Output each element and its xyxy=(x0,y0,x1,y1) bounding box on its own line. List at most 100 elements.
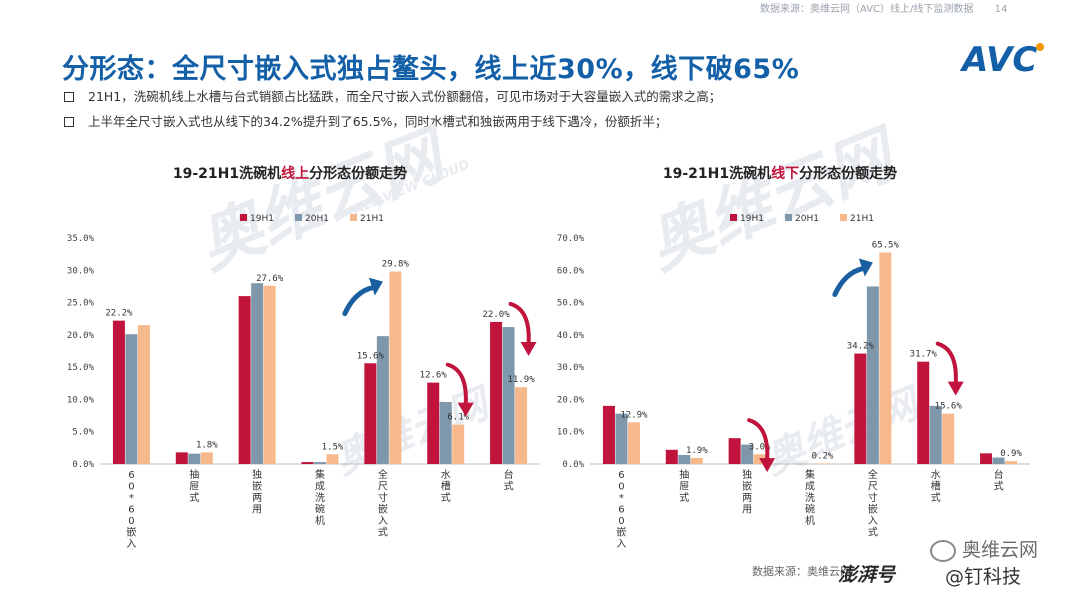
y-tick-label: 15.0% xyxy=(67,363,95,373)
legend-swatch xyxy=(840,214,847,221)
bar xyxy=(188,453,201,464)
online-share-chart: 19-21H1洗碗机线上分形态份额走势 19H1 20H1 21H1 0.0% 5.0% 1… xyxy=(67,165,540,550)
category-label-char: 洗 xyxy=(315,492,325,504)
bar xyxy=(992,457,1005,464)
chart-title: 19-21H1洗碗机线下分形态份额走势 xyxy=(663,165,897,182)
bar xyxy=(690,457,703,464)
category-label: 集成洗碗机 xyxy=(315,468,325,527)
category-label: 台式 xyxy=(994,468,1004,493)
data-label: 0.9% xyxy=(1000,449,1022,459)
bar xyxy=(427,382,440,464)
category-label-char: 抽 xyxy=(679,468,689,481)
category-label-char: 6 xyxy=(128,505,134,516)
bar xyxy=(942,413,955,464)
y-tick-label: 35.0% xyxy=(67,234,95,244)
data-label: 12.9% xyxy=(620,410,648,420)
bar xyxy=(678,454,691,464)
y-tick-label: 30.0% xyxy=(67,266,95,276)
category-label: 集成洗碗机 xyxy=(805,468,815,527)
bar xyxy=(879,252,892,464)
category-label-char: 0 xyxy=(128,482,134,493)
bar xyxy=(112,320,125,464)
data-label: 15.6% xyxy=(935,402,963,412)
category-label-char: 入 xyxy=(868,516,878,527)
category-label: 抽屉式 xyxy=(679,468,689,504)
arrow-down-head-icon xyxy=(520,341,537,356)
legend-label: 21H1 xyxy=(360,214,384,224)
y-tick-label: 50.0% xyxy=(557,299,585,309)
avc-logo: AVC xyxy=(960,40,1044,78)
category-label-char: 入 xyxy=(126,539,136,550)
category-label: 60*60嵌入式 xyxy=(616,470,626,550)
arrow-up-icon xyxy=(342,285,376,317)
bar xyxy=(917,361,930,464)
bar xyxy=(376,336,389,464)
bar xyxy=(314,462,326,464)
category-label-char: 6 xyxy=(618,470,624,481)
wechat-account: 奥维云网 xyxy=(930,535,1038,562)
category-label: 全尺寸嵌入式 xyxy=(378,468,388,539)
category-label: 60*60嵌入式 xyxy=(126,470,136,550)
arrow-down-head-icon xyxy=(947,381,964,396)
bar xyxy=(490,321,503,464)
arrow-up-icon xyxy=(832,266,866,298)
bar xyxy=(175,452,188,464)
author-credit: @钉科技 xyxy=(945,566,1022,588)
logo-dot-icon xyxy=(1036,43,1044,51)
bar xyxy=(364,363,377,464)
page-number: 14 xyxy=(994,4,1008,15)
category-label-char: 集 xyxy=(805,468,815,481)
wechat-name: 奥维云网 xyxy=(962,539,1039,561)
bar xyxy=(816,463,829,464)
bullet-square-icon xyxy=(64,91,74,102)
arrow-down-icon xyxy=(445,362,468,407)
category-label-char: 式 xyxy=(931,491,941,504)
data-label: 29.8% xyxy=(382,260,410,270)
data-label: 6.1% xyxy=(447,413,469,423)
category-label-char: 尺 xyxy=(868,481,878,493)
category-label-char: 机 xyxy=(315,514,325,527)
category-label-char: 独 xyxy=(742,468,752,481)
bar xyxy=(665,449,678,464)
bar xyxy=(854,353,867,464)
bullet-1-text: 21H1，洗碗机线上水槽与台式销额占比猛跌，而全尺寸嵌入式份额翻倍，可见市场对于… xyxy=(88,89,722,104)
bar xyxy=(980,453,993,464)
data-label: 3.0% xyxy=(749,442,771,452)
category-label-char: 0 xyxy=(618,516,624,527)
arrow-down-icon xyxy=(935,341,958,386)
y-tick-label: 20.0% xyxy=(557,395,585,405)
y-tick-label: 10.0% xyxy=(67,395,95,405)
offline-share-chart: 19-21H1洗碗机线下分形态份额走势 19H1 20H1 21H1 0.0% 10.0%… xyxy=(557,165,1030,550)
legend-swatch xyxy=(350,214,357,221)
category-label-char: 入 xyxy=(616,539,626,550)
arrow-down-head-icon xyxy=(457,402,474,417)
bar xyxy=(515,387,528,464)
footer-source: 数据来源：奥维云网 xyxy=(752,565,851,578)
category-label: 水槽式 xyxy=(441,469,451,504)
bar xyxy=(502,327,515,464)
y-tick-label: 25.0% xyxy=(67,299,95,309)
legend-swatch xyxy=(785,214,792,221)
category-label-char: 独 xyxy=(252,468,262,481)
bar xyxy=(326,454,339,464)
category-label-char: 两 xyxy=(252,493,262,504)
category-label-char: 嵌 xyxy=(616,527,626,539)
data-label: 12.6% xyxy=(420,371,448,381)
category-label: 水槽式 xyxy=(931,469,941,504)
chart-title-part: 线上 xyxy=(281,165,309,182)
arrow-down-icon xyxy=(508,301,531,346)
penpai-label: 澎湃号 xyxy=(838,564,896,586)
category-label-char: 台 xyxy=(504,468,514,481)
category-label-char: 成 xyxy=(805,481,815,493)
y-tick-label: 60.0% xyxy=(557,266,585,276)
category-label-char: * xyxy=(129,493,134,504)
bar xyxy=(627,422,640,464)
category-label-char: 6 xyxy=(128,470,134,481)
top-source-note: 数据来源：奥维云网（AVC）线上/线下监测数据 14 xyxy=(760,0,1007,15)
bar xyxy=(929,405,942,464)
category-label-char: 0 xyxy=(618,482,624,493)
legend-swatch xyxy=(240,214,247,221)
bar xyxy=(251,283,264,464)
category-label-char: 成 xyxy=(315,481,325,493)
category-label-char: 两 xyxy=(742,493,752,504)
